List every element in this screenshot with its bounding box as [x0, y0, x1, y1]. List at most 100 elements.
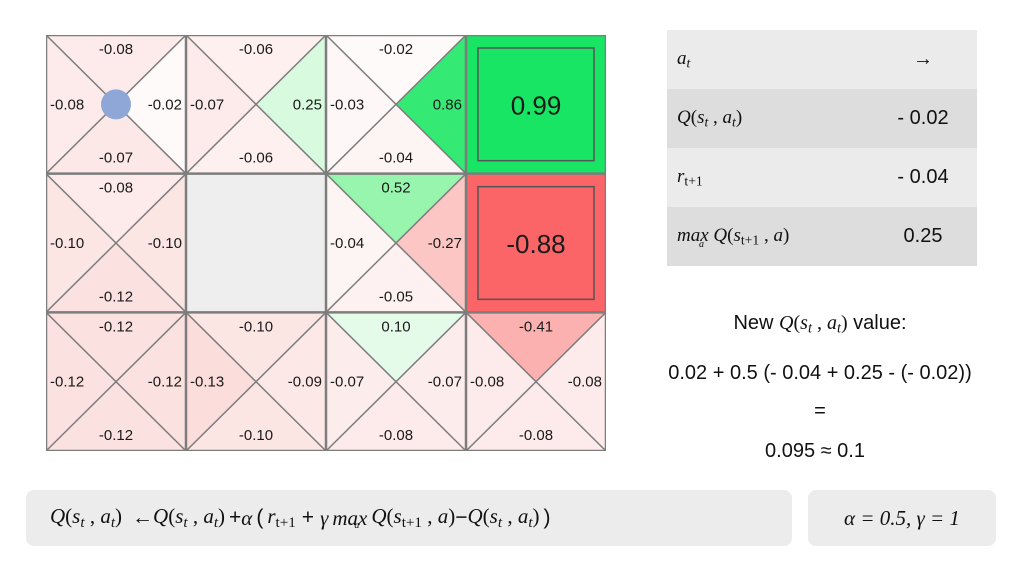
- q-value-left: -0.07: [330, 374, 364, 391]
- terminal-cell: [466, 173, 606, 313]
- q-value-down: -0.07: [99, 150, 133, 167]
- update-expression: 0.02 + 0.5 (- 0.04 + 0.25 - (- 0.02)): [668, 362, 972, 384]
- q-value-left: -0.08: [50, 96, 84, 113]
- q-triangle-left: [46, 173, 116, 313]
- q-triangle-up: [326, 35, 466, 105]
- update-result: 0.095 ≈ 0.1: [765, 440, 865, 462]
- cell-diagonal: [325, 35, 467, 175]
- q-value-right: -0.27: [428, 235, 462, 252]
- q-value-left: -0.08: [470, 374, 504, 391]
- q-value-right: -0.07: [428, 374, 462, 391]
- q-value-up: -0.06: [239, 41, 273, 58]
- cell-diagonal: [185, 311, 327, 451]
- q-value-up: -0.41: [519, 318, 553, 335]
- q-value-left: -0.12: [50, 374, 84, 391]
- q-value-down: -0.05: [379, 288, 413, 305]
- cell-diagonal: [465, 311, 606, 451]
- hyperparameters: α = 0.5, γ = 1: [808, 490, 996, 546]
- q-triangle-left: [46, 35, 116, 174]
- q-triangle-up: [326, 173, 466, 244]
- new-q-symbol: Q(st , at): [779, 312, 848, 337]
- q-triangle-down: [186, 104, 326, 174]
- q-value-up: -0.08: [99, 41, 133, 58]
- q-value-right: -0.08: [568, 374, 602, 391]
- q-learning-formula: Q(st , at) ← Q(st , at) + α( rt+1 + γ max a…: [26, 490, 792, 546]
- new-q-heading: New Q(st , at) value:: [640, 312, 1000, 338]
- cell-diagonal: [325, 173, 467, 313]
- q-triangle-right: [536, 312, 606, 451]
- q-triangle-up: [186, 312, 326, 382]
- q-triangle-up: [46, 312, 186, 382]
- gridworld: -0.08-0.07-0.08 -0.02-0.06-0.06-0.07 0.25-…: [46, 35, 606, 451]
- q-triangle-right: [256, 312, 326, 451]
- q-triangle-left: [186, 312, 256, 451]
- new-q-suffix: value:: [853, 312, 907, 334]
- value-reward: - 0.04: [869, 148, 977, 207]
- q-value-left: -0.10: [50, 235, 84, 252]
- q-value-right: -0.09: [288, 374, 322, 391]
- q-value-up: 0.10: [381, 318, 410, 335]
- wall-cell: [186, 173, 326, 313]
- q-value-down: -0.12: [99, 427, 133, 444]
- q-value-down: -0.10: [239, 427, 273, 444]
- table-row-reward: rt+1 - 0.04: [667, 148, 977, 207]
- q-value-right: -0.10: [148, 235, 182, 252]
- q-triangle-up: [46, 173, 186, 244]
- q-triangle-right: [116, 173, 186, 313]
- q-triangle-down: [46, 104, 186, 174]
- cell-diagonal: [46, 173, 187, 313]
- label-reward: rt+1: [667, 148, 869, 207]
- q-value-down: -0.06: [239, 150, 273, 167]
- q-triangle-up: [46, 35, 186, 105]
- q-value-up: 0.52: [381, 180, 410, 197]
- q-triangle-down: [46, 243, 186, 313]
- q-triangle-left: [326, 173, 396, 313]
- q-triangle-up: [326, 312, 466, 382]
- q-value-up: -0.08: [99, 180, 133, 197]
- terminal-value: 0.99: [511, 90, 562, 120]
- table-row-q: Q(st , at) - 0.02: [667, 89, 977, 148]
- equals-sign: =: [814, 400, 826, 422]
- q-update-table: at → Q(st , at) - 0.02 rt+1 - 0.04 max a …: [667, 30, 977, 266]
- q-value-left: -0.03: [330, 96, 364, 113]
- q-value-down: -0.04: [379, 150, 413, 167]
- q-value-left: -0.07: [190, 96, 224, 113]
- cell-diagonal: [185, 35, 327, 175]
- cell-diagonal: [46, 311, 187, 451]
- label-maxq: max a Q(st+1 , a): [667, 207, 869, 266]
- q-triangle-down: [326, 243, 466, 313]
- q-triangle-right: [116, 312, 186, 451]
- q-value-down: -0.08: [519, 427, 553, 444]
- q-value-left: -0.13: [190, 374, 224, 391]
- q-value-right: 0.25: [293, 96, 322, 113]
- table-row-action: at →: [667, 30, 977, 89]
- q-triangle-down: [326, 104, 466, 174]
- label-action: at: [667, 30, 869, 89]
- q-value-up: -0.02: [379, 41, 413, 58]
- params-text: α = 0.5, γ = 1: [844, 505, 960, 530]
- table-row-maxq: max a Q(st+1 , a) 0.25: [667, 207, 977, 266]
- q-triangle-down: [46, 381, 186, 451]
- label-q: Q(st , at): [667, 89, 869, 148]
- q-triangle-up: [466, 312, 606, 382]
- q-value-left: -0.04: [330, 235, 364, 252]
- value-action: →: [869, 30, 977, 89]
- q-triangle-up: [186, 35, 326, 105]
- terminal-inner-box: [477, 47, 595, 162]
- terminal-value: -0.88: [506, 229, 565, 259]
- q-triangle-right: [256, 35, 326, 174]
- q-value-right: -0.02: [148, 96, 182, 113]
- q-triangle-right: [396, 173, 466, 313]
- q-triangle-left: [326, 35, 396, 174]
- q-value-up: -0.10: [239, 318, 273, 335]
- q-triangle-right: [396, 312, 466, 451]
- q-value-right: 0.86: [433, 96, 462, 113]
- q-value-up: -0.12: [99, 318, 133, 335]
- agent-marker: [101, 89, 131, 120]
- q-triangle-left: [326, 312, 396, 451]
- q-triangle-down: [326, 381, 466, 451]
- terminal-cell: [466, 35, 606, 174]
- value-maxq: 0.25: [869, 207, 977, 266]
- q-triangle-down: [186, 381, 326, 451]
- q-triangle-left: [46, 312, 116, 451]
